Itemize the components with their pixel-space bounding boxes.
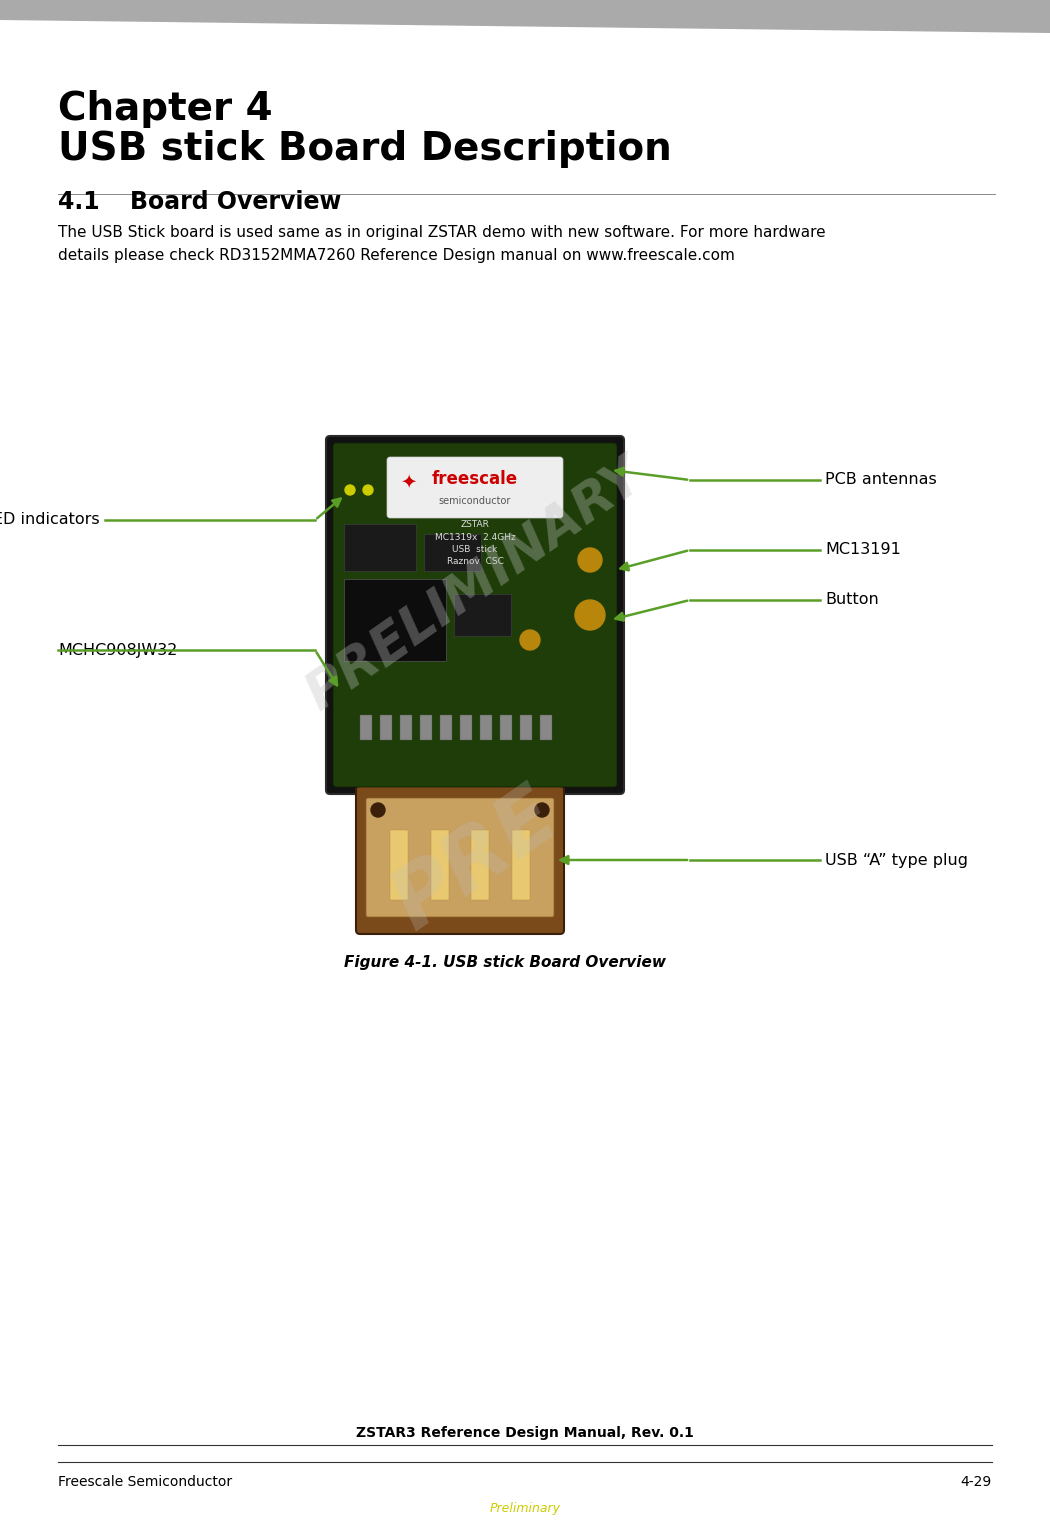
Text: Figure 4-1. USB stick Board Overview: Figure 4-1. USB stick Board Overview [344, 955, 666, 970]
Text: LED indicators: LED indicators [0, 512, 100, 527]
Polygon shape [0, 0, 1050, 33]
FancyBboxPatch shape [326, 436, 624, 793]
FancyBboxPatch shape [424, 534, 481, 572]
Text: PRELIMINARY: PRELIMINARY [296, 448, 653, 720]
Text: USB stick Board Description: USB stick Board Description [58, 131, 672, 169]
FancyBboxPatch shape [380, 714, 392, 740]
FancyBboxPatch shape [511, 830, 529, 900]
Text: freescale: freescale [432, 470, 518, 488]
FancyBboxPatch shape [540, 714, 552, 740]
Text: ZSTAR3 Reference Design Manual, Rev. 0.1: ZSTAR3 Reference Design Manual, Rev. 0.1 [356, 1426, 694, 1439]
FancyBboxPatch shape [430, 830, 448, 900]
Text: Preliminary: Preliminary [489, 1502, 561, 1515]
FancyBboxPatch shape [366, 798, 554, 917]
Text: USB “A” type plug: USB “A” type plug [825, 853, 968, 868]
Text: Button: Button [825, 593, 879, 608]
Text: details please check RD3152MMA7260 Reference Design manual on www.freescale.com: details please check RD3152MMA7260 Refer… [58, 248, 735, 263]
Text: MCHC908JW32: MCHC908JW32 [58, 643, 177, 658]
FancyBboxPatch shape [400, 714, 412, 740]
Text: ZSTAR
MC1319x  2.4GHz
USB  stick
Raznov  CSC: ZSTAR MC1319x 2.4GHz USB stick Raznov CS… [435, 520, 516, 567]
Text: PRE: PRE [377, 775, 573, 945]
FancyBboxPatch shape [333, 442, 617, 787]
Text: MC13191: MC13191 [825, 543, 901, 558]
FancyBboxPatch shape [356, 786, 564, 933]
Circle shape [363, 485, 373, 496]
FancyBboxPatch shape [440, 714, 452, 740]
Circle shape [371, 803, 385, 818]
FancyBboxPatch shape [500, 714, 512, 740]
FancyBboxPatch shape [480, 714, 492, 740]
FancyBboxPatch shape [391, 830, 408, 900]
Text: PCB antennas: PCB antennas [825, 473, 937, 488]
Text: Freescale Semiconductor: Freescale Semiconductor [58, 1474, 232, 1490]
Circle shape [536, 803, 549, 818]
FancyBboxPatch shape [460, 714, 472, 740]
Text: ✦: ✦ [400, 473, 417, 491]
Text: semiconductor: semiconductor [439, 496, 511, 506]
Circle shape [578, 549, 602, 572]
Text: Chapter 4: Chapter 4 [58, 90, 273, 128]
Text: The USB Stick board is used same as in original ZSTAR demo with new software. Fo: The USB Stick board is used same as in o… [58, 225, 825, 240]
Text: Board Overview: Board Overview [130, 190, 341, 214]
FancyBboxPatch shape [420, 714, 432, 740]
FancyBboxPatch shape [387, 458, 563, 518]
FancyBboxPatch shape [344, 524, 416, 572]
FancyBboxPatch shape [454, 594, 511, 635]
Text: 4.1: 4.1 [58, 190, 100, 214]
FancyBboxPatch shape [360, 714, 372, 740]
Circle shape [345, 485, 355, 496]
FancyBboxPatch shape [471, 830, 489, 900]
FancyBboxPatch shape [520, 714, 532, 740]
FancyBboxPatch shape [344, 579, 446, 661]
Circle shape [575, 600, 605, 629]
Text: 4-29: 4-29 [961, 1474, 992, 1490]
Circle shape [520, 629, 540, 651]
